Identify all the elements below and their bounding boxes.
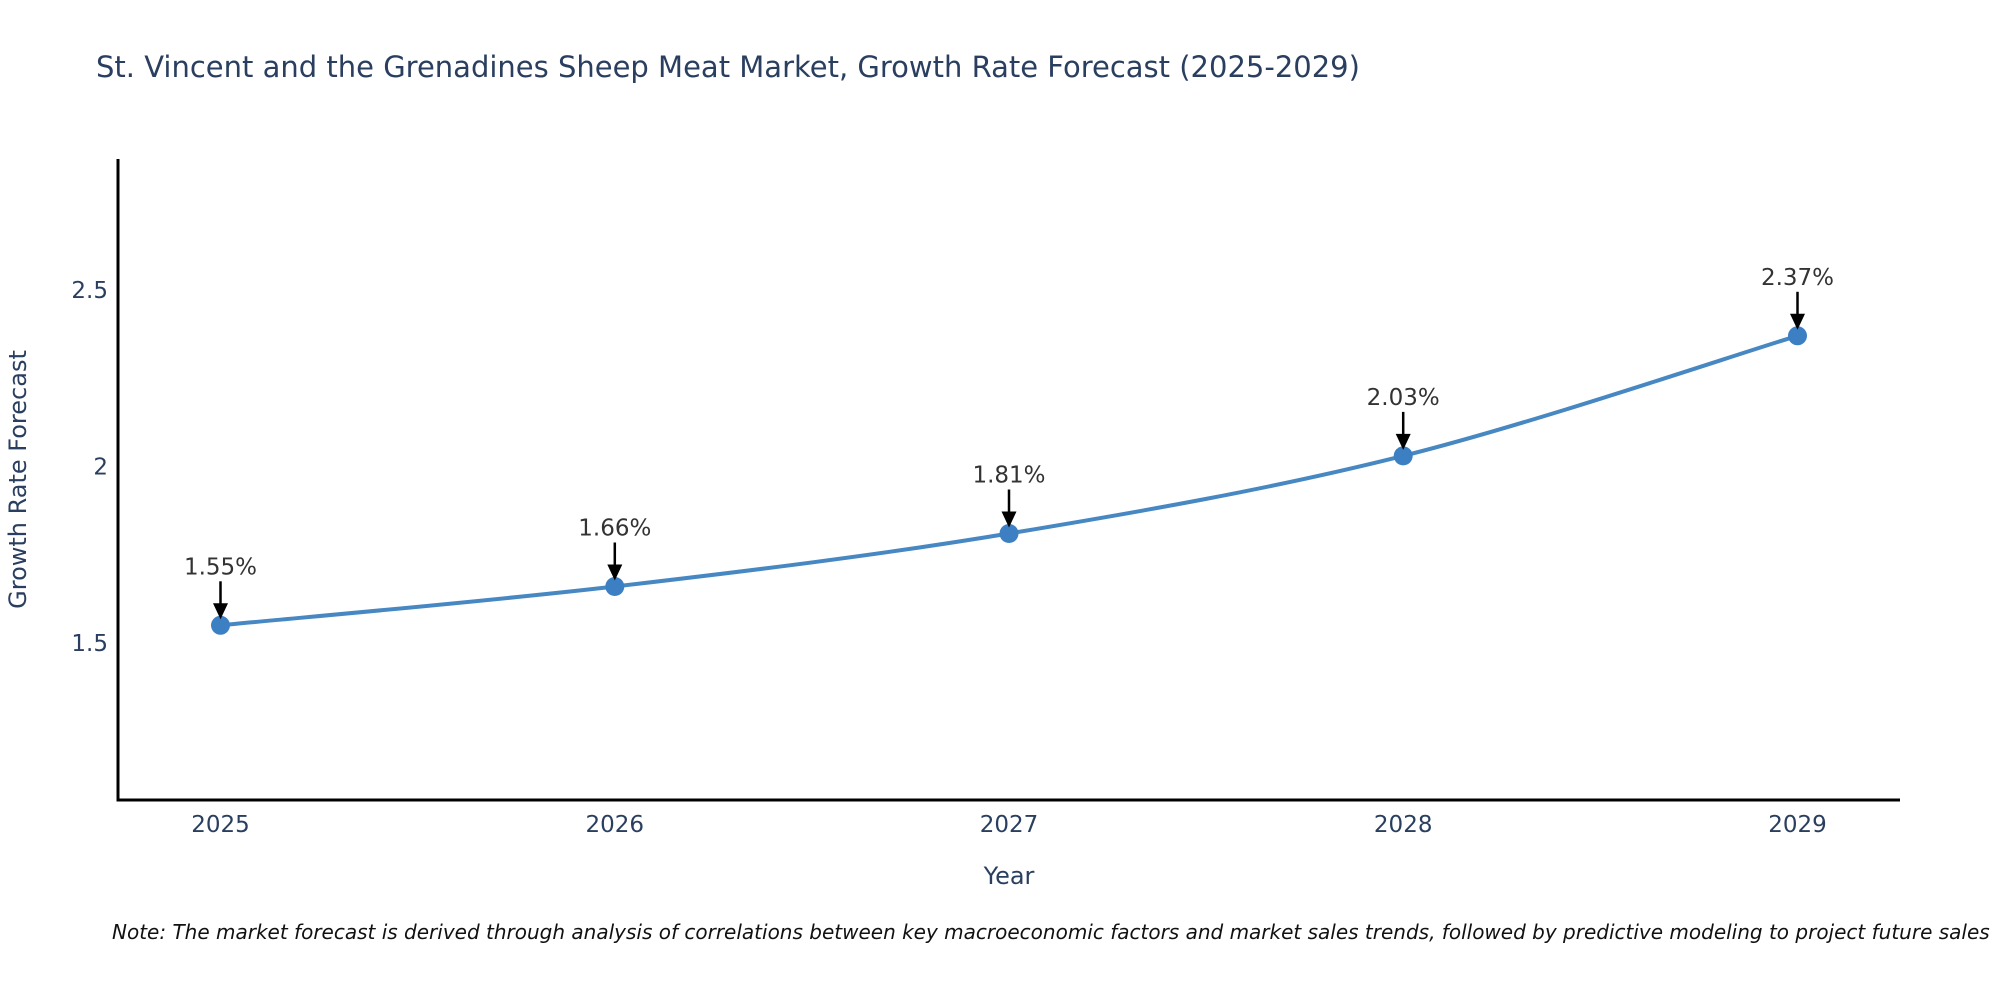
chart-title: St. Vincent and the Grenadines Sheep Mea… [96,50,1360,84]
x-tick-label: 2025 [191,812,250,838]
data-point[interactable] [605,577,625,596]
data-point[interactable] [1788,326,1807,346]
data-point[interactable] [999,524,1019,543]
x-tick-label: 2029 [1768,812,1827,838]
point-value-label: 1.66% [578,516,651,542]
point-value-label: 1.55% [184,554,257,580]
annotation-arrowhead-icon [1790,313,1805,330]
x-axis-title: Year [983,862,1035,890]
x-tick-label: 2026 [586,812,645,838]
annotation-arrowhead-icon [1001,511,1017,528]
y-tick-label: 1.5 [71,631,108,657]
y-tick-label: 2 [93,454,108,480]
footnote: Note: The market forecast is derived thr… [112,920,1990,944]
annotation-arrowhead-icon [607,564,623,581]
annotation-arrowhead-icon [1395,433,1411,450]
y-tick-label: 2.5 [71,278,108,304]
axis-lines [116,159,1900,802]
x-tick-label: 2028 [1374,812,1433,838]
y-axis-title: Growth Rate Forecast [4,350,32,609]
data-point[interactable] [1393,446,1413,466]
annotation-arrowhead-icon [213,603,228,620]
data-point[interactable] [211,615,230,635]
point-value-label: 2.03% [1367,385,1440,411]
point-value-label: 1.81% [972,463,1045,489]
point-value-label: 2.37% [1761,265,1834,291]
x-tick-label: 2027 [980,812,1039,838]
